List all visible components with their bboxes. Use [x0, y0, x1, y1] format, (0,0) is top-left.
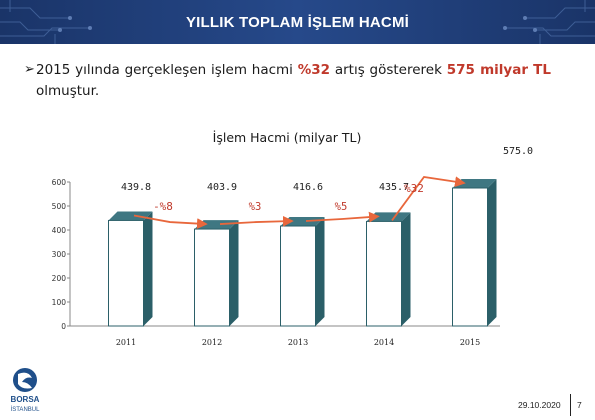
bar-top-face — [108, 211, 153, 221]
change-arrow — [133, 214, 208, 229]
y-tick-label: 300 — [52, 250, 67, 259]
bar-2011 — [108, 211, 153, 327]
value-label: 403.9 — [207, 182, 237, 193]
circuit-decoration-left — [0, 0, 92, 44]
change-arrow — [219, 215, 294, 227]
x-tick-label: 2014 — [374, 338, 394, 347]
change-arrow — [305, 211, 380, 223]
change-label: %5 — [335, 201, 348, 213]
bar-front-face — [366, 220, 402, 327]
x-tick-label: 2015 — [460, 338, 480, 347]
y-tick-label: 400 — [52, 226, 67, 235]
y-tick-label: 500 — [52, 202, 67, 211]
y-tick-label: 0 — [61, 322, 66, 331]
summary-part-3: olmuştur. — [36, 83, 100, 99]
bar-side-face — [315, 217, 325, 326]
summary-percent: %32 — [297, 62, 331, 78]
value-labels: 439.8 403.9 416.6 435.7 575.0 — [121, 146, 533, 193]
bar-2015 — [452, 179, 497, 327]
value-label: 575.0 — [503, 146, 533, 157]
borsa-istanbul-logo: BORSA İSTANBUL — [11, 368, 41, 413]
bar-side-face — [401, 212, 411, 326]
footer-date: 29.10.2020 — [518, 400, 561, 410]
bar-2013 — [280, 217, 325, 327]
page-number: 7 — [577, 400, 582, 410]
footer-divider — [570, 394, 571, 416]
bar-front-face — [452, 187, 488, 327]
summary-text: 2015 yılında gerçekleşen işlem hacmi %32… — [36, 60, 551, 102]
summary-part-2: artış göstererek — [330, 62, 447, 78]
bar-2012 — [194, 220, 239, 327]
bars — [108, 179, 497, 327]
bar-front-face — [194, 228, 230, 327]
x-tick-label: 2013 — [288, 338, 308, 347]
volume-bar-chart: İşlem Hacmi (milyar TL) 0 100 200 300 400 500… — [52, 130, 533, 347]
y-tick-label: 600 — [52, 178, 67, 187]
bar-2014 — [366, 212, 411, 327]
y-tick-label: 200 — [52, 274, 67, 283]
header-bar: YILLIK TOPLAM İŞLEM HACMİ — [0, 0, 595, 44]
y-tick-label: 100 — [52, 298, 67, 307]
logo-text-istanbul: İSTANBUL — [11, 406, 41, 413]
chart-title: İşlem Hacmi (milyar TL) — [213, 130, 362, 145]
summary-part-1: 2015 yılında gerçekleşen işlem hacmi — [36, 62, 298, 78]
bar-front-face — [280, 225, 316, 327]
bar-front-face — [108, 219, 144, 327]
x-axis-tick-labels: 2011 2012 2013 2014 2015 — [116, 338, 480, 347]
bar-side-face — [143, 211, 153, 326]
change-label: %32 — [404, 182, 424, 195]
bar-side-face — [229, 220, 239, 326]
value-label: 439.8 — [121, 182, 151, 193]
value-label: 435.7 — [379, 182, 409, 193]
bullet-arrow-icon: ➢ — [24, 62, 35, 77]
change-label: %3 — [249, 201, 262, 213]
logo-text-borsa: BORSA — [11, 395, 40, 404]
x-tick-label: 2012 — [202, 338, 222, 347]
change-annotations: -%8 %3 %5 %32 — [133, 176, 466, 229]
value-label: 416.6 — [293, 182, 323, 193]
x-tick-label: 2011 — [116, 338, 136, 347]
page-title: YILLIK TOPLAM İŞLEM HACMİ — [185, 13, 410, 31]
summary-amount: 575 milyar TL — [446, 62, 551, 78]
circuit-decoration-right — [503, 0, 595, 44]
bar-side-face — [487, 179, 497, 326]
change-label: -%8 — [153, 200, 173, 213]
change-arrow — [391, 176, 466, 221]
